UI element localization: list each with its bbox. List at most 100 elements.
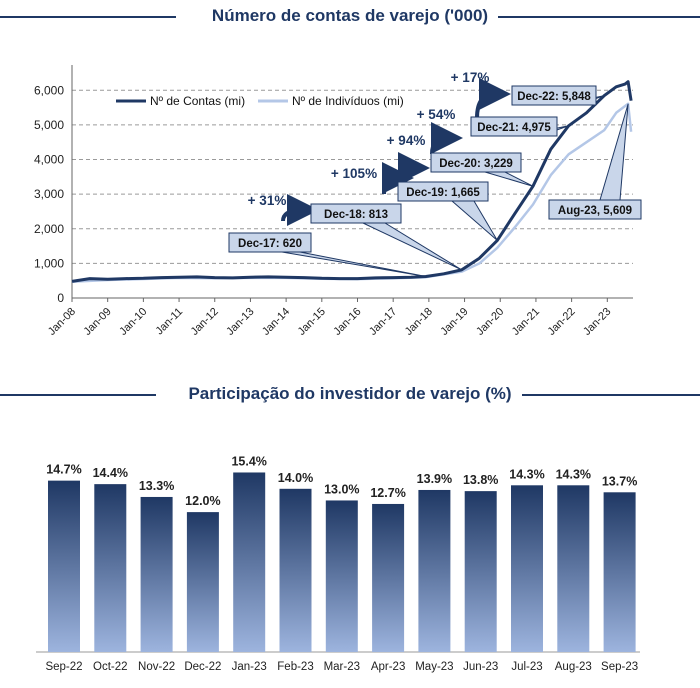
- bar: [233, 472, 266, 652]
- legend-label-individuos: Nº de Indivíduos (mi): [292, 94, 404, 108]
- callout-box: [511, 85, 597, 106]
- growth-arrow: [430, 122, 463, 155]
- title-rule-right: [512, 394, 700, 396]
- bar: [279, 488, 312, 652]
- title-rule-right: [490, 16, 700, 18]
- callout-label: Aug-23, 5,609: [558, 205, 632, 217]
- line-chart-title-bar: Número de contas de varejo ('000): [0, 4, 700, 28]
- x-tick-label: Jan-21: [510, 306, 542, 338]
- y-tick-label: 1,000: [34, 256, 64, 270]
- growth-arrows: + 31% + 105% + 94% + 54% + 17%: [248, 70, 511, 227]
- bar-category-label: Sep-23: [601, 661, 638, 673]
- bar-category-label: Jun-23: [463, 661, 498, 673]
- bar-category-label: Sep-22: [45, 661, 82, 673]
- bar-chart: 14.7% Sep-22 14.4% Oct-22 13.3% Nov-22 12.0% De…: [36, 454, 640, 673]
- bar-category-label: Jul-23: [511, 661, 542, 673]
- bar-value-label: 15.4%: [231, 454, 266, 468]
- growth-label: + 17%: [451, 70, 490, 85]
- x-tick-label: Jan-14: [260, 306, 292, 338]
- callout-box: [470, 116, 558, 137]
- callout-label: Dec-19: 1,665: [406, 187, 480, 199]
- bar-value-label: 12.7%: [370, 486, 405, 500]
- bar-value-label: 14.3%: [556, 467, 591, 481]
- growth-arrow: [475, 78, 511, 119]
- callout-box: [310, 203, 402, 224]
- bar-value-label: 13.9%: [417, 472, 452, 486]
- bar-category-label: Mar-23: [324, 661, 360, 673]
- callout-pointer: [362, 222, 462, 271]
- bar-value-label: 12.0%: [185, 494, 220, 508]
- legend-label-contas: Nº de Contas (mi): [150, 94, 245, 108]
- x-tick-label: Jan-15: [296, 306, 328, 338]
- x-tick-label: Jan-16: [331, 306, 363, 338]
- bar-value-label: 13.7%: [602, 474, 637, 488]
- growth-arrow: [397, 152, 430, 185]
- bar-category-label: Aug-23: [555, 661, 592, 673]
- bar-category-label: May-23: [415, 661, 453, 673]
- callout-label: Dec-22: 5,848: [517, 91, 591, 103]
- title-rule-left: [0, 394, 156, 396]
- y-tick-label: 4,000: [34, 153, 64, 167]
- callouts: Dec-17: 620 Dec-18: 813 Dec-19: 1,665 Dec-2…: [228, 85, 642, 278]
- bar: [186, 512, 219, 652]
- callout-box: [228, 232, 312, 253]
- y-tick-label: 5,000: [34, 118, 64, 132]
- callout-label: Dec-18: 813: [324, 209, 388, 221]
- growth-label: + 94%: [387, 133, 426, 148]
- bar: [603, 492, 636, 652]
- bar-category-label: Dec-22: [184, 661, 221, 673]
- growth-label: + 54%: [417, 107, 456, 122]
- bar-value-label: 13.3%: [139, 479, 174, 493]
- bar: [418, 489, 451, 652]
- bar: [464, 491, 497, 652]
- x-tick-label: Jan-08: [46, 306, 78, 338]
- x-tick-label: Jan-23: [581, 306, 613, 338]
- y-tick-label: 2,000: [34, 222, 64, 236]
- series-line-contas: [71, 80, 633, 283]
- bar-category-label: Jan-23: [232, 661, 267, 673]
- bar: [372, 503, 405, 652]
- line-chart-series: [71, 80, 633, 283]
- growth-label: + 31%: [248, 193, 287, 208]
- callout-pointer: [484, 171, 534, 187]
- x-tick-label: Jan-13: [224, 306, 256, 338]
- bar-chart-title-bar: Participação do investidor de varejo (%): [0, 382, 700, 406]
- x-tick-label: Jan-11: [153, 306, 185, 338]
- bar-value-label: 14.3%: [509, 467, 544, 481]
- bar-category-label: Oct-22: [93, 661, 128, 673]
- bar-category-label: Apr-23: [371, 661, 406, 673]
- callout-box: [430, 152, 522, 173]
- callout-pointer: [599, 103, 629, 201]
- x-tick-label: Jan-10: [117, 306, 149, 338]
- bar: [48, 480, 80, 652]
- bar: [325, 500, 358, 652]
- callout-pointer: [450, 200, 498, 241]
- y-tick-label: 6,000: [34, 83, 64, 97]
- callout-box: [548, 199, 642, 220]
- title-rule-left: [0, 16, 176, 18]
- bar-chart-title: Participação do investidor de varejo (%): [178, 384, 522, 403]
- y-tick-label: 3,000: [34, 187, 64, 201]
- bar: [557, 485, 590, 652]
- bar: [511, 485, 543, 652]
- callout-label: Dec-21: 4,975: [477, 122, 551, 134]
- x-tick-label: Jan-17: [367, 306, 399, 338]
- growth-label: + 105%: [331, 166, 377, 181]
- callout-label: Dec-17: 620: [238, 238, 302, 250]
- line-chart-title: Número de contas de varejo ('000): [201, 6, 499, 25]
- x-tick-label: Jan-09: [82, 306, 114, 338]
- bar-value-label: 14.0%: [278, 471, 313, 485]
- bar-value-label: 14.7%: [46, 463, 81, 477]
- bar-category-label: Nov-22: [138, 661, 175, 673]
- growth-arrow: [281, 194, 319, 227]
- bar-value-label: 13.0%: [324, 482, 359, 496]
- x-tick-label: Jan-19: [438, 306, 470, 338]
- x-tick-label: Jan-18: [403, 306, 435, 338]
- growth-arrow: [381, 162, 414, 195]
- line-chart-legend: Nº de Contas (mi) Nº de Indivíduos (mi): [116, 94, 404, 108]
- bar: [140, 496, 173, 652]
- x-tick-label: Jan-12: [189, 306, 221, 338]
- bar: [94, 484, 127, 652]
- bar-value-label: 13.8%: [463, 473, 498, 487]
